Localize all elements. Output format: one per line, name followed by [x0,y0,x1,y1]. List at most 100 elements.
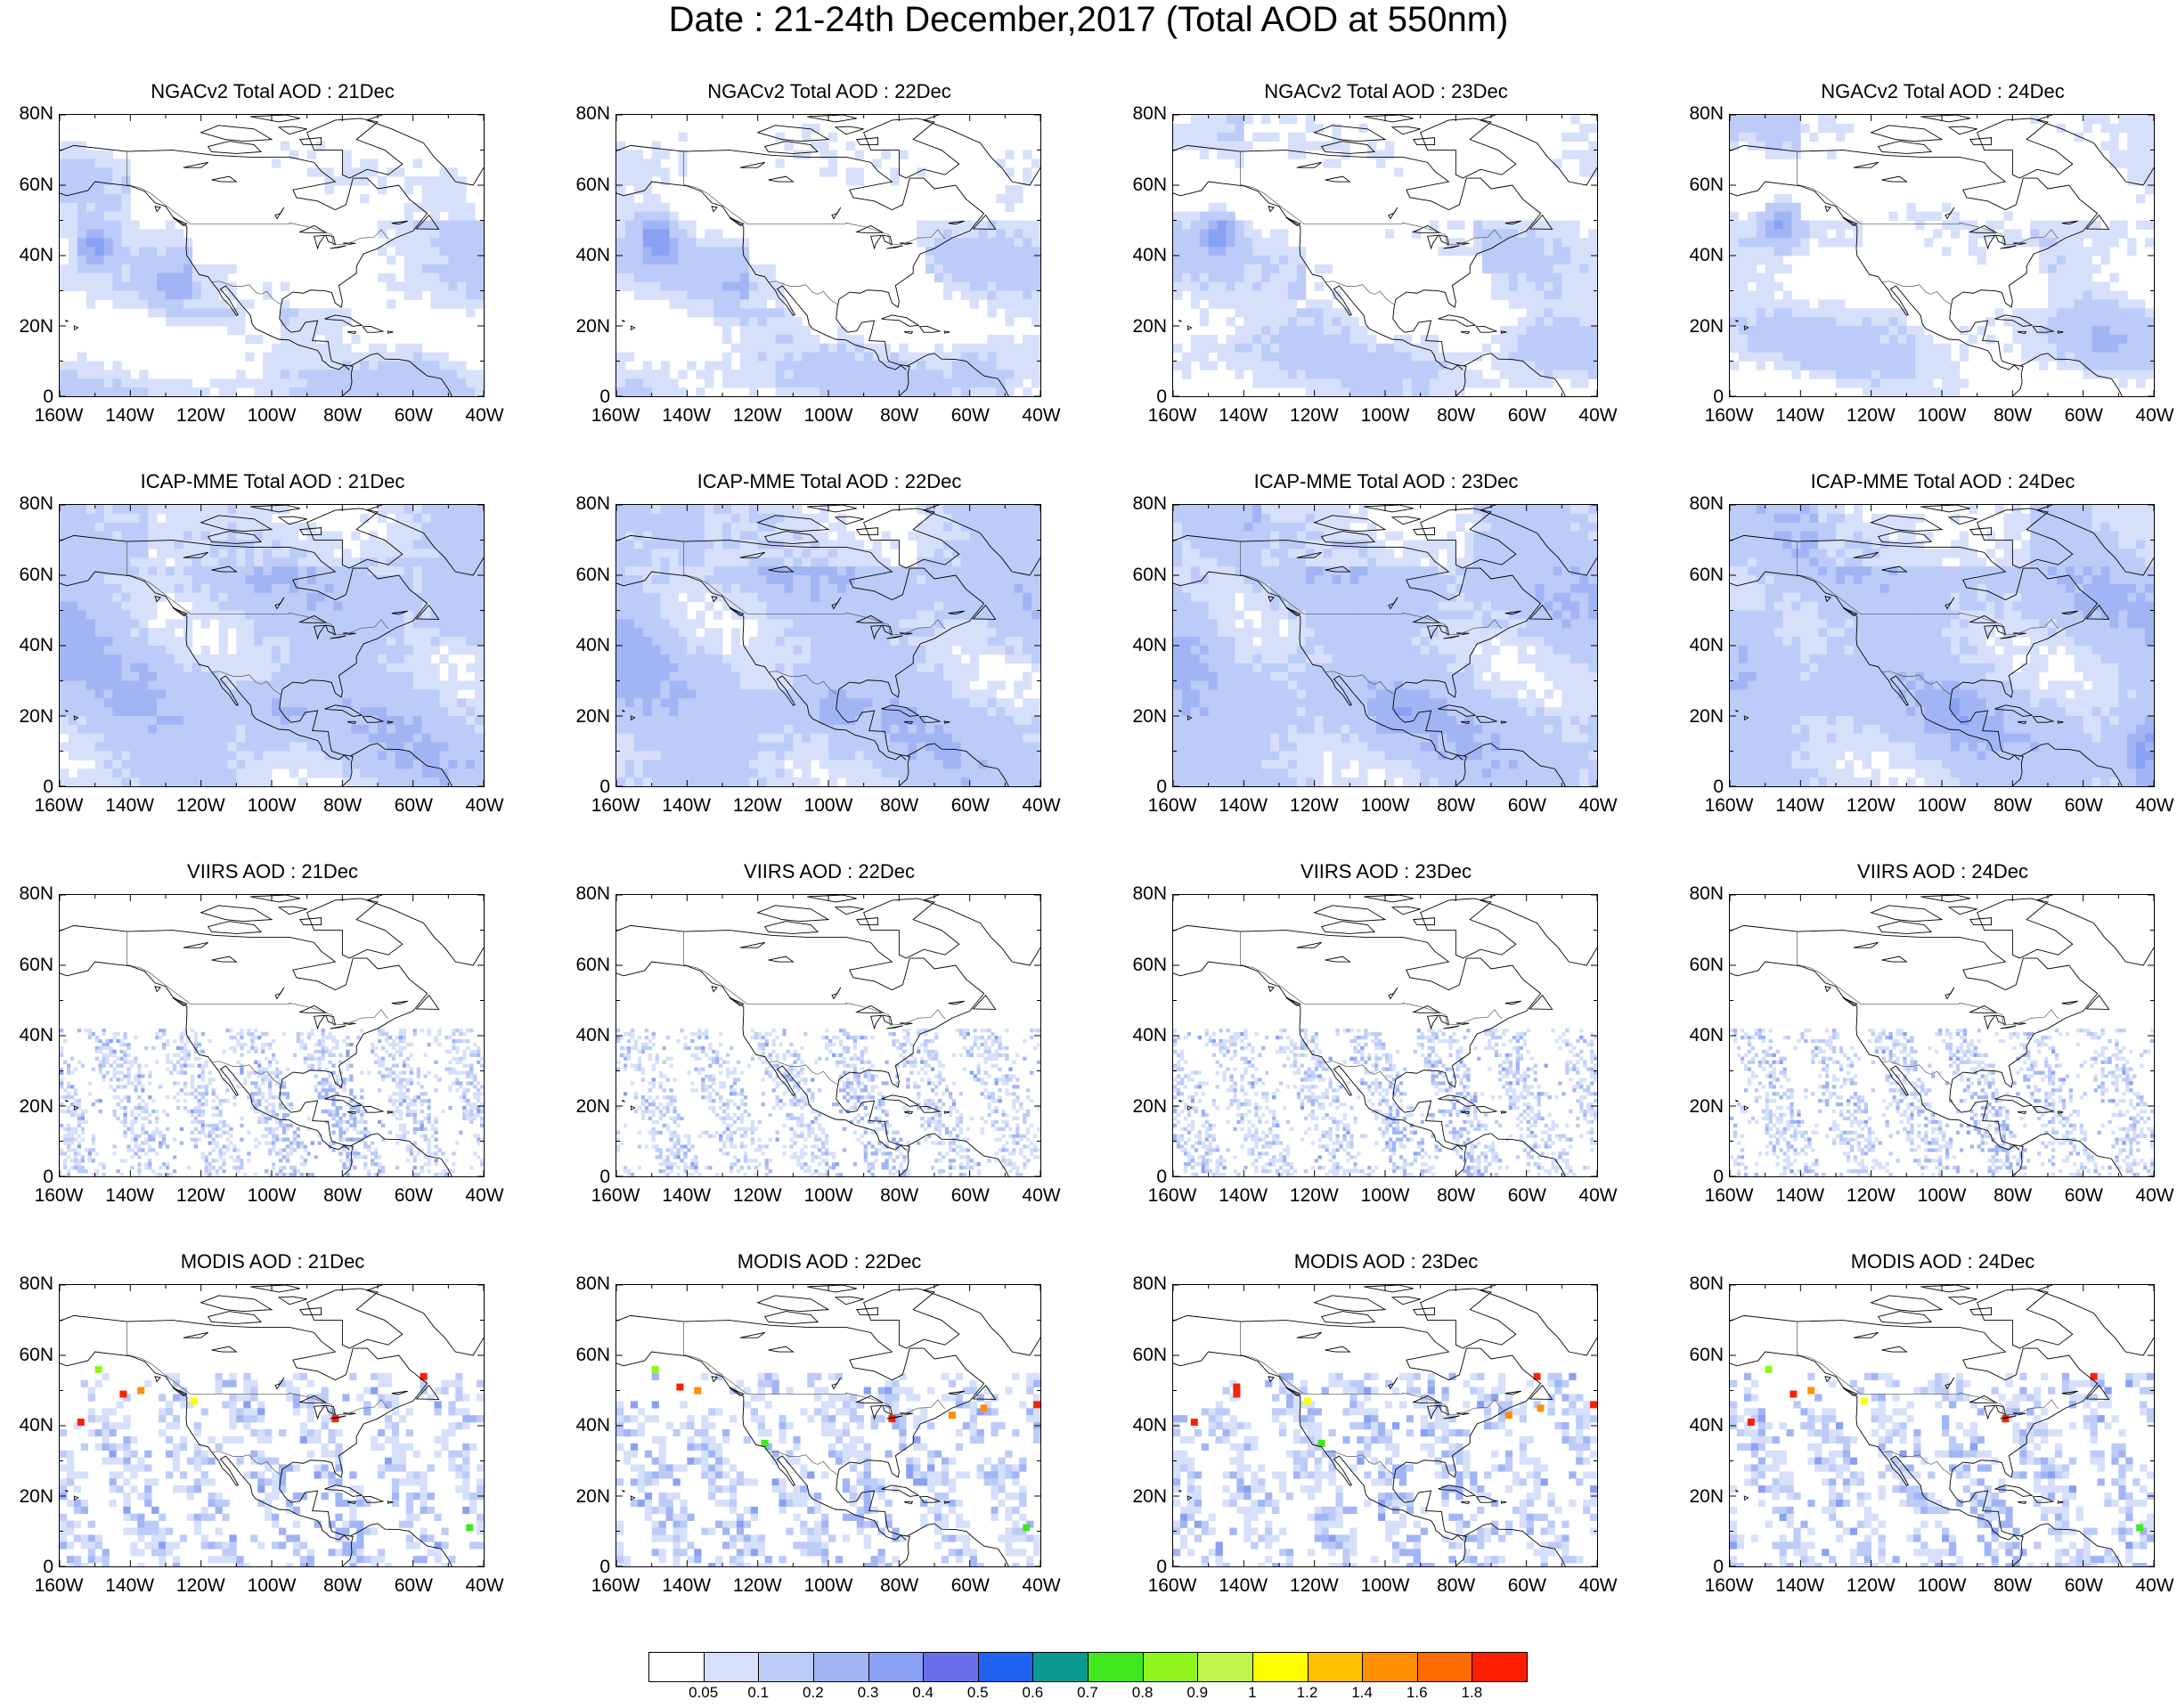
lat-tick-label: 20N [1132,705,1167,727]
map-panel: VIIRS AOD : 21Dec 80N 60N 40N 20N 0 160W 140W 12… [0,780,556,1206]
lat-tick-label: 20N [19,705,53,727]
lat-tick-label: 0 [599,1167,610,1187]
map-panel: NGACv2 Total AOD : 23Dec 80N 60N 40N 20N 0 160… [1113,0,1669,426]
lon-tick-label: 60W [950,1575,990,1596]
lon-tick-label: 80W [880,1575,919,1596]
axis-ticks [616,1285,1040,1566]
panel-title: ICAP-MME Total AOD : 22Dec [697,470,962,492]
map-frame [1172,894,1598,1177]
coastlines [1173,895,1597,1176]
colorbar-label: 1 [1248,1684,1257,1701]
lon-tick-label: 140W [105,405,155,426]
country-borders [126,541,389,695]
panel-title: VIIRS AOD : 21Dec [187,860,358,882]
country-borders [126,931,389,1086]
coastlines [1173,505,1597,786]
country-borders [1240,1322,1503,1476]
country-borders [683,931,946,1086]
lat-tick-label: 40N [19,1415,53,1436]
lat-tick-label: 80N [1132,103,1167,124]
map-panel: NGACv2 Total AOD : 21Dec 80N 60N 40N 20N 0 160… [0,0,556,426]
lat-tick-label: 60N [19,954,53,975]
lon-tick-label: 120W [1289,795,1339,816]
lon-tick-label: 60W [2064,1575,2103,1596]
lon-tick-label: 100W [1917,795,1967,816]
lon-tick-label: 140W [1775,1575,1825,1596]
lon-tick-label: 160W [1147,405,1197,426]
coastlines [1730,895,2154,1176]
lat-tick-label: 0 [1713,1167,1724,1187]
axis-ticks [1173,505,1597,786]
lon-tick-label: 40W [1578,795,1618,816]
lon-tick-label: 120W [1289,1575,1339,1596]
panel-title: ICAP-MME Total AOD : 24Dec [1810,470,2075,492]
lon-tick-label: 100W [1360,795,1410,816]
lat-tick-label: 60N [1689,174,1724,195]
map-frame [1172,114,1598,397]
lon-tick-label: 80W [323,1575,363,1596]
aod-map [616,895,1040,1176]
lon-tick-label: 140W [1775,1185,1825,1206]
lat-tick-label: 40N [1689,1025,1724,1045]
axis-ticks [60,895,484,1176]
lon-tick-label: 60W [1507,795,1546,816]
country-borders [683,151,946,305]
colorbar-swatch [1032,1652,1089,1682]
lon-tick-label: 60W [1507,1575,1546,1596]
map-frame [1172,1284,1598,1567]
lat-tick-label: 20N [1689,1485,1724,1507]
axis-ticks [616,115,1040,396]
figure-title: Date : 21-24th December,2017 (Total AOD … [668,0,1509,39]
lat-tick-label: 0 [43,386,53,407]
lat-tick-label: 80N [575,883,610,904]
map-frame [59,114,485,397]
lon-tick-label: 120W [1846,1575,1896,1596]
lon-tick-label: 100W [1917,1575,1967,1596]
map-frame [1729,114,2155,397]
lat-tick-label: 20N [19,315,53,337]
lon-tick-label: 100W [1360,1575,1410,1596]
colorbar-label: 1.4 [1351,1684,1373,1701]
lon-tick-label: 100W [247,1185,297,1206]
lat-tick-label: 80N [1132,1273,1167,1294]
coastlines [616,895,1040,1176]
map-frame [59,1284,485,1567]
axis-ticks [616,505,1040,786]
map-panel: ICAP-MME Total AOD : 21Dec 80N 60N 40N 20N 0 1… [0,390,556,816]
aod-field [60,1029,484,1176]
lat-tick-label: 40N [19,635,53,655]
lon-tick-label: 80W [1437,1185,1476,1206]
lon-tick-label: 160W [1704,795,1754,816]
aod-map [1730,115,2154,396]
aod-field [1730,115,2154,396]
lat-tick-label: 20N [1689,1095,1724,1117]
lat-tick-label: 0 [43,777,53,797]
country-borders [1797,541,2059,695]
lon-tick-label: 60W [950,405,990,426]
lat-tick-label: 20N [575,1485,610,1507]
lat-tick-label: 20N [1132,1095,1167,1117]
lon-tick-label: 80W [880,405,919,426]
lon-tick-label: 80W [1437,405,1476,426]
colorbar-swatch [812,1652,869,1682]
map-frame [1729,894,2155,1177]
lon-tick-label: 160W [591,795,640,816]
colorbar [648,1652,1529,1684]
lon-tick-label: 80W [1994,795,2033,816]
lat-tick-label: 20N [575,315,610,337]
lon-tick-label: 40W [465,405,504,426]
panel-title: ICAP-MME Total AOD : 23Dec [1253,470,1519,492]
colorbar-label: 0.3 [857,1684,879,1701]
map-frame [616,1284,1041,1567]
colorbar-swatch [1142,1652,1199,1682]
country-borders [1240,541,1503,695]
lon-tick-label: 40W [1578,405,1618,426]
lon-tick-label: 40W [465,1185,504,1206]
lon-tick-label: 80W [1437,1575,1476,1596]
lat-tick-label: 0 [1156,1167,1167,1187]
lon-tick-label: 80W [323,405,363,426]
lon-tick-label: 80W [323,1185,363,1206]
lon-tick-label: 40W [2135,795,2174,816]
lon-tick-label: 60W [950,1185,990,1206]
